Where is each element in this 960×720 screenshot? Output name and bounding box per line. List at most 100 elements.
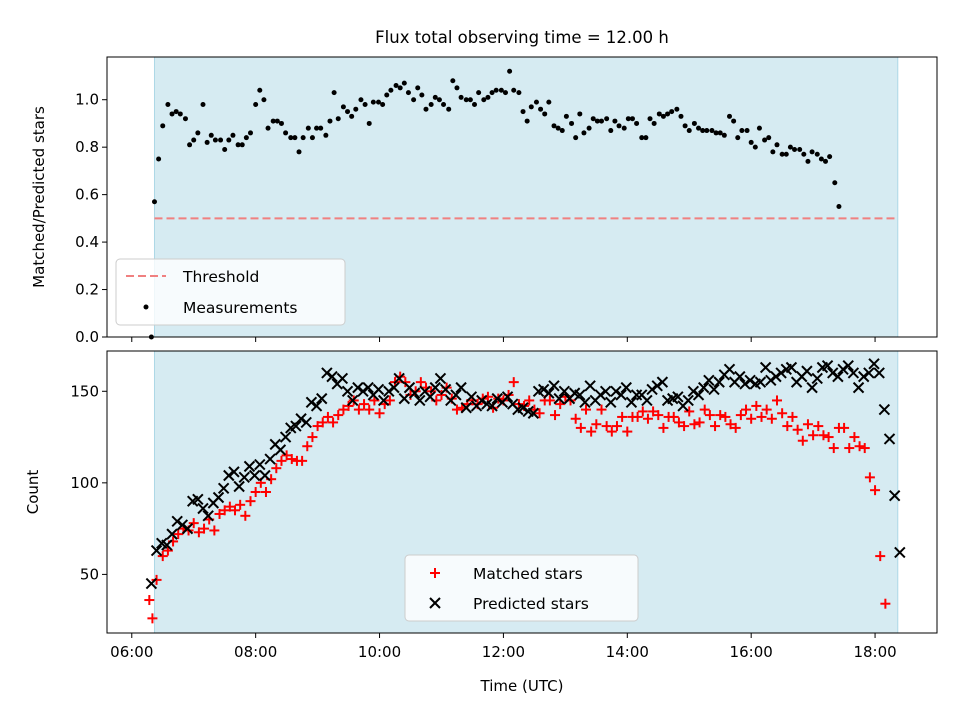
- matched-star-point: [199, 523, 210, 534]
- predicted-star-point: [455, 381, 467, 394]
- measurement-point: [397, 85, 403, 91]
- matched-star-point: [725, 419, 736, 430]
- predicted-star-point: [697, 381, 710, 394]
- ratio-axes-frame: [106, 56, 938, 338]
- x-tick-label: 12:00: [482, 643, 525, 661]
- measurement-point: [686, 128, 692, 134]
- predicted-star-point: [346, 394, 359, 407]
- measurement-point: [827, 154, 833, 160]
- predicted-star-point: [713, 376, 725, 388]
- matched-star-point: [808, 430, 819, 441]
- measurement-point: [639, 135, 645, 141]
- matched-star-point: [581, 404, 592, 415]
- predicted-star-point: [630, 389, 643, 401]
- measurement-point: [551, 123, 557, 129]
- measurement-point: [401, 80, 407, 86]
- measurement-point: [195, 130, 201, 136]
- matched-star-point: [575, 422, 586, 433]
- matched-star-point: [797, 435, 808, 446]
- measurement-point: [208, 132, 214, 138]
- x-tick-label: 08:00: [234, 643, 277, 661]
- predicted-star-point: [243, 460, 256, 473]
- predicted-legend-swatch: [429, 597, 441, 609]
- predicted-star-point: [708, 383, 720, 396]
- predicted-star-point: [723, 363, 736, 376]
- measurement-point: [345, 109, 351, 115]
- predicted-star-point: [408, 387, 421, 399]
- measurement-point: [485, 94, 491, 100]
- measurement-point: [235, 142, 241, 148]
- measurement-point: [700, 128, 706, 134]
- measurements-legend-label: Measurements: [183, 299, 298, 317]
- ratio-panel: 0.0 0.2 0.4 0.6 0.8 1.0 Flux total observing …: [30, 28, 938, 346]
- measurement-point: [169, 111, 175, 117]
- measurement-point: [428, 101, 434, 107]
- matched-star-point: [622, 426, 633, 437]
- predicted-star-point: [517, 402, 529, 414]
- measurement-point: [296, 149, 302, 155]
- predicted-star-point: [217, 482, 230, 495]
- matched-star-point: [823, 432, 834, 443]
- measurement-point: [411, 97, 417, 103]
- measurement-point: [200, 101, 206, 107]
- count-legend: Matched stars Predicted stars: [404, 554, 639, 622]
- predicted-star-point: [610, 385, 622, 397]
- predicted-star-point: [264, 453, 276, 465]
- measurement-point: [446, 106, 452, 112]
- matched-star-point: [151, 574, 162, 585]
- matched-star-point: [245, 496, 256, 507]
- predicted-star-point: [259, 469, 271, 482]
- matched-star-point: [673, 417, 684, 428]
- measurement-point: [393, 82, 399, 88]
- matched-star-point: [751, 400, 762, 411]
- matched-star-point: [508, 377, 519, 388]
- matched-star-point: [333, 410, 344, 421]
- predicted-star-point: [847, 367, 860, 379]
- matched-star-point: [802, 419, 813, 430]
- matched-star-point: [870, 485, 881, 496]
- predicted-star-point: [625, 396, 638, 408]
- predicted-star-point: [651, 380, 663, 392]
- measurement-point: [472, 101, 478, 107]
- matched-star-point: [601, 421, 612, 432]
- measurement-point: [191, 137, 197, 143]
- predicted-star-point: [228, 466, 240, 478]
- matched-star-point: [544, 395, 555, 406]
- measurement-point: [783, 151, 789, 157]
- measurement-point: [524, 118, 530, 124]
- measurement-point: [362, 101, 368, 107]
- measurement-point: [744, 128, 750, 134]
- predicted-stars-series: [145, 358, 906, 590]
- predicted-star-point: [594, 389, 607, 401]
- measurements-legend-swatch: [143, 304, 149, 310]
- measurement-point: [274, 118, 280, 124]
- measurement-point: [502, 90, 508, 96]
- measurement-point: [625, 116, 631, 122]
- predicted-star-point: [486, 400, 498, 412]
- predicted-star-point: [827, 367, 839, 379]
- predicted-star-point: [341, 385, 354, 397]
- matched-star-point: [699, 404, 710, 415]
- matched-star-point: [193, 527, 204, 538]
- measurement-point: [696, 125, 702, 131]
- matched-star-point: [157, 551, 168, 562]
- predicted-star-point: [316, 392, 328, 405]
- matched-star-point: [596, 404, 607, 415]
- matched-star-point: [689, 419, 700, 430]
- measurement-point: [598, 118, 604, 124]
- measurement-point: [305, 125, 311, 131]
- measurement-point: [713, 130, 719, 136]
- predicted-star-point: [145, 577, 158, 590]
- predicted-star-point: [558, 385, 571, 397]
- predicted-star-point: [894, 546, 906, 559]
- matched-star-point: [766, 413, 777, 424]
- predicted-star-point: [842, 359, 854, 372]
- predicted-star-point: [537, 383, 550, 396]
- predicted-star-point: [739, 378, 751, 390]
- predicted-star-point: [197, 502, 209, 515]
- matched-star-point: [219, 505, 230, 516]
- predicted-legend-label: Predicted stars: [473, 595, 589, 613]
- y-tick-label: 0.8: [75, 138, 99, 156]
- predicted-star-point: [460, 402, 472, 414]
